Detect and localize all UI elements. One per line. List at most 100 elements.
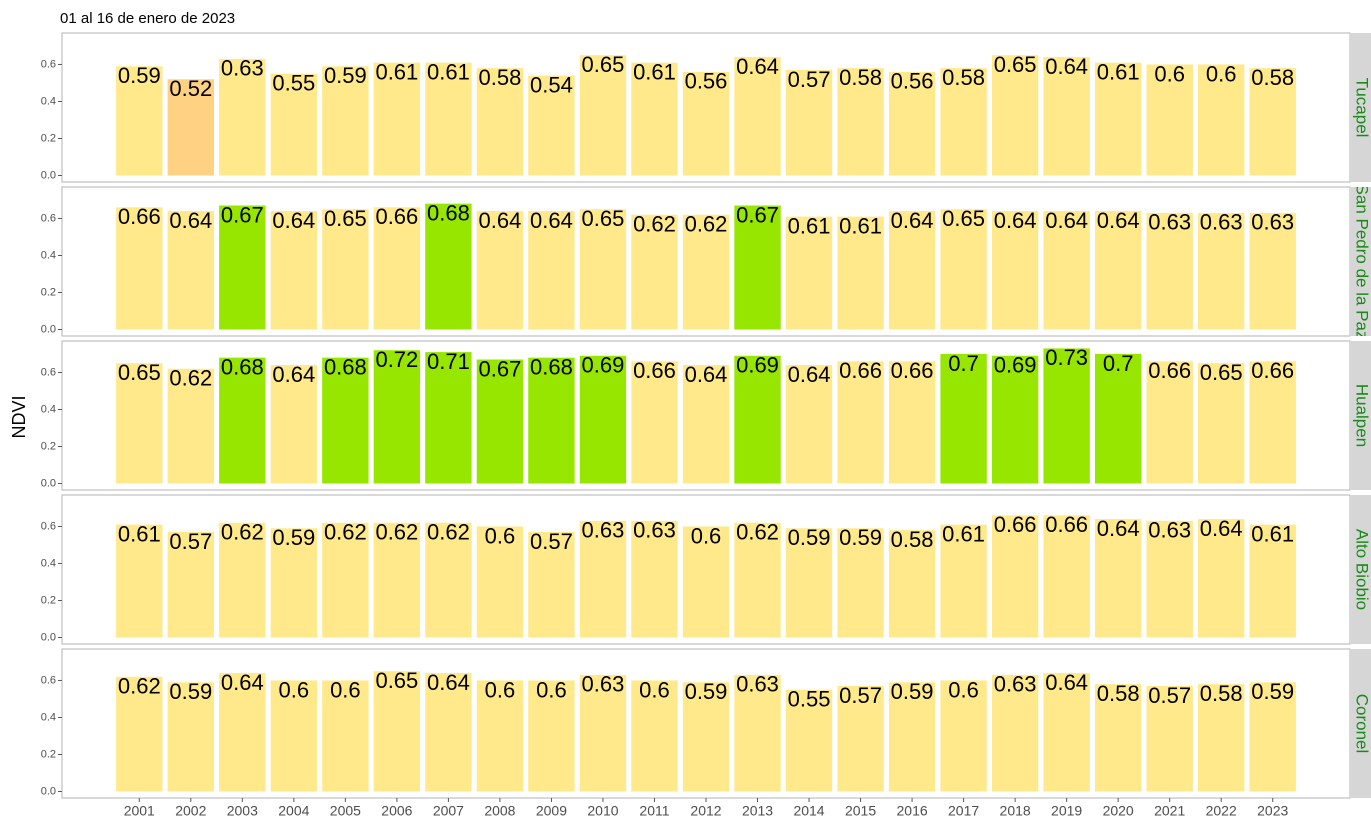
value-label: 0.59 [839, 525, 882, 550]
value-label: 0.68 [221, 354, 264, 379]
value-label: 0.64 [685, 362, 728, 387]
bar [631, 680, 678, 792]
bar [425, 62, 472, 176]
value-label: 0.65 [582, 52, 625, 77]
value-label: 0.62 [633, 212, 676, 237]
bar [528, 680, 575, 792]
bar [1198, 684, 1245, 792]
panel-label: Hualpen [1353, 384, 1371, 447]
value-label: 0.57 [530, 529, 573, 554]
bar [837, 686, 884, 792]
bar [1094, 353, 1142, 484]
value-label: 0.67 [221, 202, 264, 227]
value-label: 0.64 [1200, 516, 1243, 541]
y-tick-label: 0.2 [41, 440, 56, 452]
x-tick-label: 2012 [690, 803, 721, 818]
bar [579, 674, 627, 792]
x-tick-label: 2005 [330, 803, 361, 818]
value-label: 0.57 [788, 67, 831, 92]
bar [1249, 212, 1296, 330]
value-label: 0.59 [788, 525, 831, 550]
bar [116, 676, 163, 792]
value-label: 0.6 [691, 523, 722, 548]
value-label: 0.62 [221, 520, 264, 545]
bar [322, 680, 369, 792]
bar [837, 528, 884, 638]
value-label: 0.59 [1251, 679, 1294, 704]
bar [270, 365, 318, 484]
value-label: 0.61 [633, 59, 676, 84]
value-label: 0.66 [118, 204, 161, 229]
bar [682, 365, 730, 484]
x-tick-label: 2009 [536, 803, 567, 818]
bar [888, 71, 936, 176]
value-label: 0.63 [221, 56, 264, 81]
value-label: 0.6 [485, 523, 516, 548]
value-label: 0.66 [839, 358, 882, 383]
value-label: 0.63 [582, 518, 625, 543]
value-label: 0.63 [633, 518, 676, 543]
x-tick-label: 2015 [845, 803, 876, 818]
bar [116, 207, 163, 330]
y-tick-label: 0.6 [41, 212, 56, 224]
y-tick-label: 0.0 [41, 477, 56, 489]
value-label: 0.58 [839, 65, 882, 90]
bar [270, 528, 318, 638]
value-label: 0.56 [685, 69, 728, 94]
value-label: 0.64 [1045, 54, 1088, 79]
x-tick-label: 2021 [1154, 803, 1185, 818]
bar [940, 68, 987, 176]
bar [631, 214, 678, 330]
value-label: 0.63 [1200, 210, 1243, 235]
value-label: 0.59 [169, 679, 212, 704]
bar [991, 355, 1039, 484]
bar [322, 209, 369, 330]
bar [167, 211, 214, 330]
bar [682, 682, 730, 792]
bar [1146, 361, 1193, 484]
y-tick-label: 0.6 [41, 520, 56, 532]
bar [1249, 68, 1296, 176]
bar [116, 363, 163, 484]
value-label: 0.61 [839, 213, 882, 238]
bar [631, 62, 678, 176]
bar [785, 216, 833, 330]
value-label: 0.64 [891, 208, 934, 233]
bar [1043, 348, 1090, 484]
value-label: 0.55 [272, 71, 315, 96]
bar [1198, 64, 1245, 176]
y-axis-label: NDVI [9, 395, 29, 438]
x-tick-label: 2013 [742, 803, 773, 818]
bar [270, 73, 318, 176]
value-label: 0.61 [1097, 59, 1140, 84]
value-label: 0.59 [891, 679, 934, 704]
bar [1094, 519, 1142, 638]
value-label: 0.64 [427, 670, 470, 695]
bar [682, 526, 730, 638]
bar [219, 357, 266, 484]
value-label: 0.61 [375, 59, 418, 84]
value-label: 0.64 [530, 208, 573, 233]
value-label: 0.58 [942, 65, 985, 90]
x-tick-label: 2011 [639, 803, 669, 818]
bar [219, 205, 266, 330]
value-label: 0.58 [891, 527, 934, 552]
bar [322, 357, 369, 484]
bar [888, 530, 936, 638]
value-label: 0.65 [324, 206, 367, 231]
value-label: 0.73 [1045, 345, 1088, 370]
value-label: 0.58 [1200, 681, 1243, 706]
bar [373, 350, 421, 484]
strip-group: Alto Biobio [1353, 529, 1371, 610]
bar [785, 70, 833, 176]
x-tick-label: 2022 [1206, 803, 1237, 818]
panel-label: San Pedro de la Paz [1353, 184, 1371, 340]
y-tick-label: 0.0 [41, 631, 56, 643]
bar [837, 216, 884, 330]
bar [837, 68, 884, 176]
value-label: 0.63 [736, 672, 779, 697]
bar [1043, 57, 1090, 176]
x-tick-label: 2004 [278, 803, 309, 818]
bar [373, 207, 421, 330]
